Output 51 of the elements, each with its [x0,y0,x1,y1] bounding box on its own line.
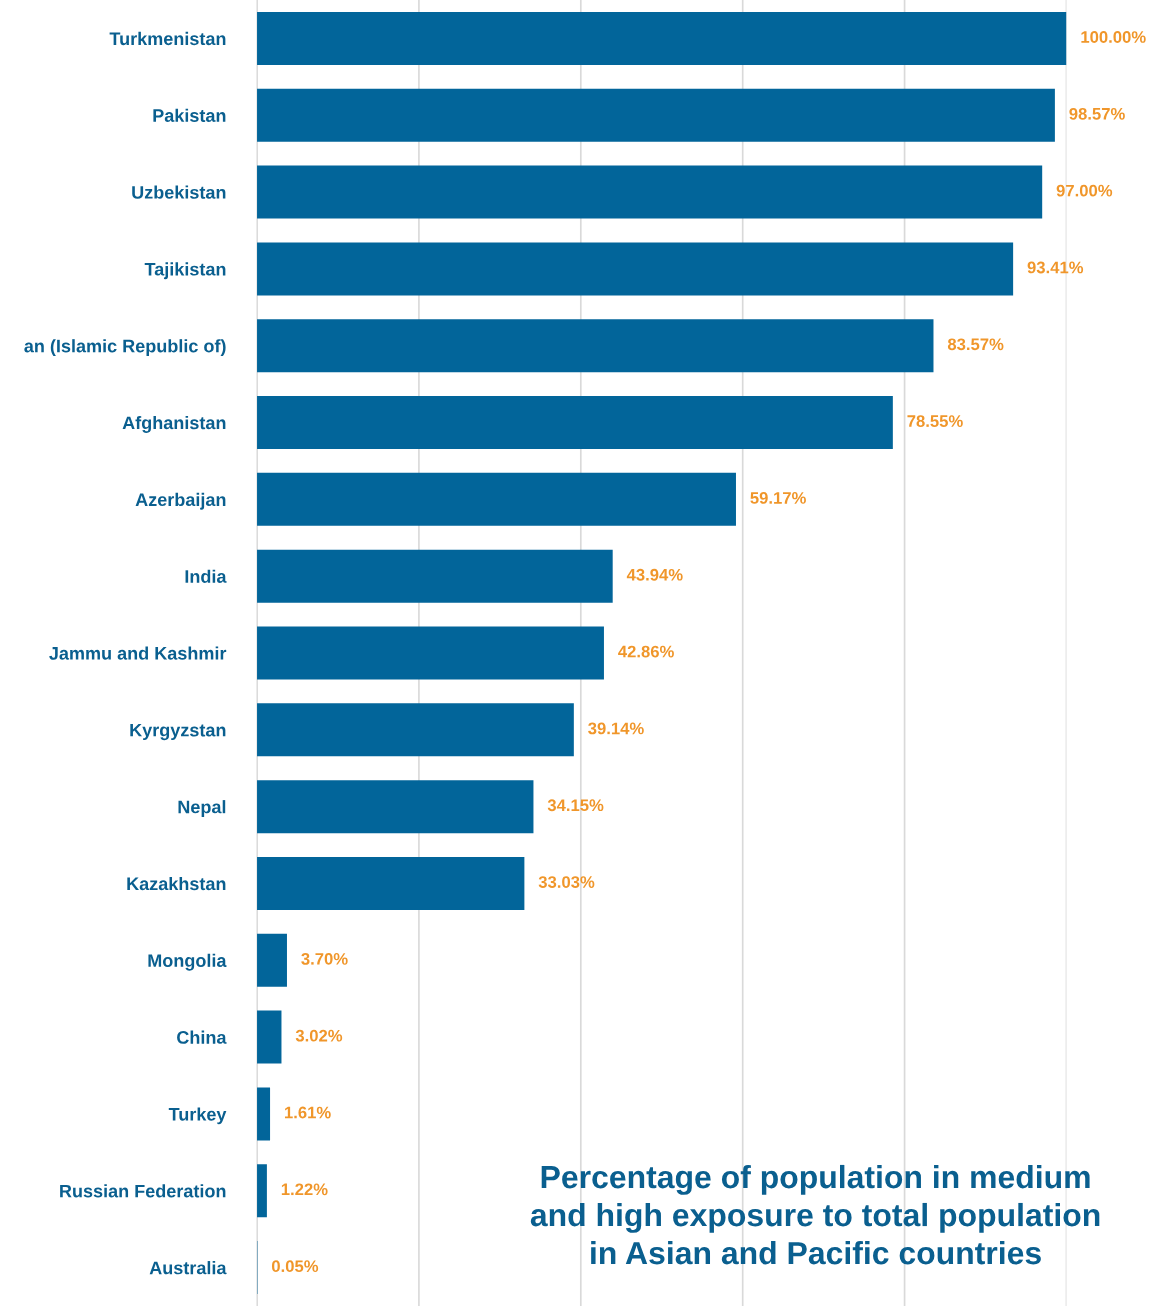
bar [257,856,525,910]
bar [257,242,1014,296]
data-label: 98.57% [1069,107,1125,120]
y-tick-label: Turkmenistan [109,31,226,46]
bar [257,1164,267,1218]
y-tick-label: Azerbaijan [135,492,226,510]
y-tick-label: Russian Federation [60,1184,226,1198]
bar [257,396,893,450]
bar [257,1010,282,1064]
bar [257,703,574,757]
bar [257,11,1067,65]
data-label: 0.05% [271,1260,319,1273]
data-label: 42.86% [618,645,674,658]
y-tick-label: an (Islamic Republic of) [24,339,226,356]
y-tick-label: Kazakhstan [127,876,226,891]
bar [257,319,934,373]
bar [257,626,604,680]
data-label: 97.00% [1056,184,1113,197]
bar [257,88,1055,142]
data-label: 43.94% [626,568,683,581]
data-label: 3.02% [295,1029,343,1042]
data-label: 78.55% [907,415,963,427]
y-tick-label: India [185,569,227,583]
y-tick-label: China [177,1030,227,1044]
data-label: 59.17% [750,492,806,504]
bar [257,1087,271,1141]
data-label: 1.61% [284,1106,331,1119]
y-tick-label: Uzbekistan [132,185,226,199]
y-tick-label: Nepal [178,800,226,817]
data-label: 1.22% [281,1183,328,1196]
y-tick-label: Turkey [168,1107,227,1125]
text: Percentage of population in medium and high exposure to total population in Asian and Pacific countries [530,1164,1100,1265]
data-label: 3.70% [301,952,348,965]
y-tick-label: Kyrgyzstan [130,723,226,741]
y-tick-label: Mongolia [148,953,227,971]
bar [257,472,736,526]
bar [257,165,1043,219]
data-label: 100.00% [1081,31,1146,43]
bar [257,933,287,987]
data-label: 39.14% [588,722,644,735]
y-tick-label: Jammu and Kashmir [49,646,227,660]
data-label: 83.57% [947,338,1004,351]
bar [257,780,534,834]
y-tick-label: Pakistan [153,108,226,122]
data-label: 33.03% [538,876,595,888]
bar [257,549,613,603]
data-label: 93.41% [1027,261,1084,274]
data-label: 34.15% [547,799,604,812]
y-tick-label: Afghanistan [122,415,226,433]
y-tick-label: Australia [149,1261,227,1275]
y-tick-label: Tajikistan [144,262,226,280]
